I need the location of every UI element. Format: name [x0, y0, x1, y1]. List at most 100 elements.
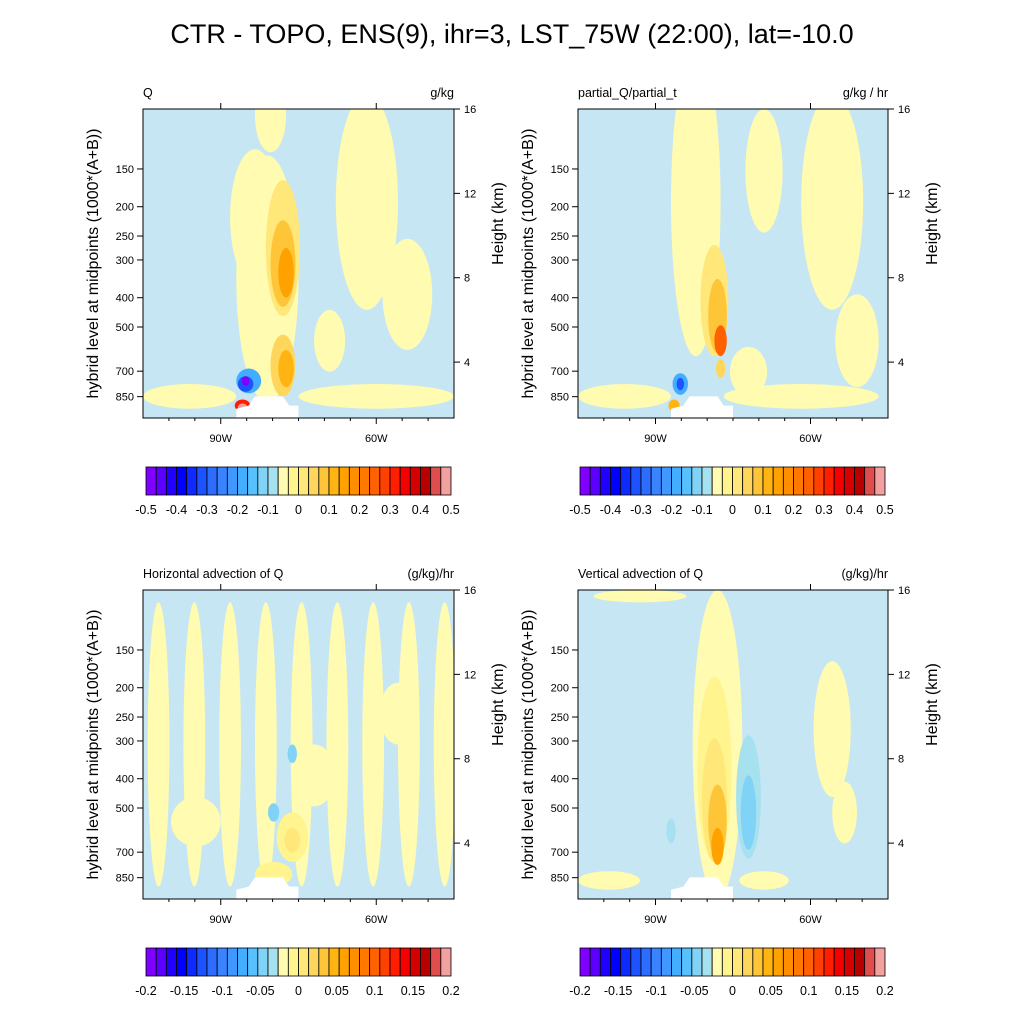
colorbar-tick-label: -0.2 [569, 984, 591, 998]
colorbar-tick-label: 0.05 [324, 984, 348, 998]
colorbar-swatch [579, 947, 591, 977]
colorbar-tick-label: 0.2 [351, 503, 368, 517]
colorbar-tick-label: -0.05 [246, 984, 275, 998]
colorbar-swatch [630, 466, 642, 496]
colorbar-swatch [833, 466, 845, 496]
colorbar-swatch [599, 947, 611, 977]
colorbar-swatch [237, 466, 249, 496]
y-right-tick-label: 16 [464, 585, 476, 597]
colorbar-tick-label: 0 [729, 503, 736, 517]
colorbar-swatch [186, 466, 198, 496]
colorbar-tick-label: -0.15 [170, 984, 199, 998]
terrain-mask [236, 396, 299, 418]
colorbar-swatch [216, 466, 228, 496]
contour-region-11 [278, 248, 294, 298]
y-tick-label: 300 [116, 255, 134, 267]
colorbar-tick-label: 0.1 [800, 984, 817, 998]
colorbar-swatch [833, 947, 845, 977]
y-tick-label: 200 [116, 683, 134, 695]
colorbar-swatch [691, 466, 703, 496]
colorbar-tick-label: -0.05 [680, 984, 709, 998]
colorbar-swatch [155, 947, 167, 977]
colorbar-swatch [145, 466, 157, 496]
colorbar-swatch [701, 947, 713, 977]
colorbar-swatch [589, 947, 601, 977]
contour-region-2 [813, 661, 851, 798]
colorbar-swatch [420, 947, 432, 977]
x-tick-label: 60W [799, 433, 822, 445]
colorbar-swatch [165, 466, 177, 496]
colorbar-swatch [610, 466, 622, 496]
colorbar-swatch [196, 466, 208, 496]
colorbar-swatch [165, 947, 177, 977]
contour-region-13 [676, 377, 685, 391]
y-tick-label: 400 [116, 293, 134, 305]
colorbar-tick-label: -0.3 [196, 503, 218, 517]
contour-region-6 [143, 384, 237, 409]
colorbar-swatch [813, 947, 825, 977]
y-tick-label: 250 [551, 712, 569, 724]
colorbar-swatch [762, 947, 774, 977]
colorbar-swatch [772, 947, 784, 977]
contour-region-1 [147, 602, 170, 887]
colorbar-swatch [328, 466, 340, 496]
colorbar-tick-label: 0.15 [401, 984, 425, 998]
colorbar-tick-label: 0.1 [366, 984, 383, 998]
colorbar-swatch [318, 466, 330, 496]
colorbar-swatch [237, 947, 249, 977]
contour-region-6 [326, 602, 349, 887]
colorbar-tick-label: 0.4 [846, 503, 863, 517]
colorbar-swatch [772, 466, 784, 496]
y-axis-label: hybrid level at midpoints (1000*(A+B)) [520, 610, 537, 880]
colorbar-swatch [359, 466, 371, 496]
y-tick-label: 200 [551, 202, 569, 214]
y-right-tick-label: 16 [898, 104, 910, 116]
colorbar-swatch [823, 947, 835, 977]
y-right-tick-label: 4 [898, 838, 904, 850]
colorbar-swatch [409, 466, 421, 496]
colorbar-swatch [379, 466, 391, 496]
x-tick-label: 60W [365, 433, 388, 445]
colorbar-swatch [318, 947, 330, 977]
colorbar-swatch [762, 466, 774, 496]
colorbar-swatch [630, 947, 642, 977]
colorbar-swatch [589, 466, 601, 496]
y-right-tick-label: 4 [898, 357, 904, 369]
colorbar-swatch [389, 947, 401, 977]
colorbar-swatch [854, 947, 866, 977]
colorbar-swatch [369, 466, 381, 496]
y-tick-label: 400 [551, 774, 569, 786]
y-axis-label: hybrid level at midpoints (1000*(A+B)) [520, 129, 537, 399]
y-tick-label: 250 [551, 231, 569, 243]
colorbar-swatch [257, 466, 269, 496]
colorbar-tick-label: 0.1 [754, 503, 771, 517]
panel-2: partial_Q/partial_t g/kg / hr 90W 60W 150 200… [520, 86, 941, 517]
colorbar-swatch [247, 947, 259, 977]
y-right-tick-label: 8 [898, 754, 904, 766]
colorbar-swatch [196, 947, 208, 977]
colorbar-swatch [803, 947, 815, 977]
contour-region-3 [335, 109, 399, 310]
y-tick-label: 300 [116, 736, 134, 748]
colorbar-tick-label: 0 [295, 984, 302, 998]
colorbar-swatch [671, 947, 683, 977]
contour-region-13 [666, 818, 676, 844]
colorbar-swatch [267, 947, 279, 977]
y-tick-label: 850 [116, 873, 134, 885]
terrain-mask [236, 877, 299, 899]
panel-units: (g/kg)/hr [841, 567, 888, 581]
colorbar-swatch [440, 947, 452, 977]
contour-region-5 [739, 871, 789, 890]
colorbar-swatch [650, 947, 662, 977]
panel-title: Horizontal advection of Q [143, 567, 284, 581]
colorbar-swatch [369, 947, 381, 977]
colorbar-swatch [226, 466, 238, 496]
y-tick-label: 850 [551, 392, 569, 404]
colorbar-swatch [226, 947, 238, 977]
y-tick-label: 150 [116, 164, 134, 176]
y-tick-label: 700 [116, 366, 134, 378]
colorbar-swatch [420, 466, 432, 496]
contour-region-10 [711, 827, 724, 866]
